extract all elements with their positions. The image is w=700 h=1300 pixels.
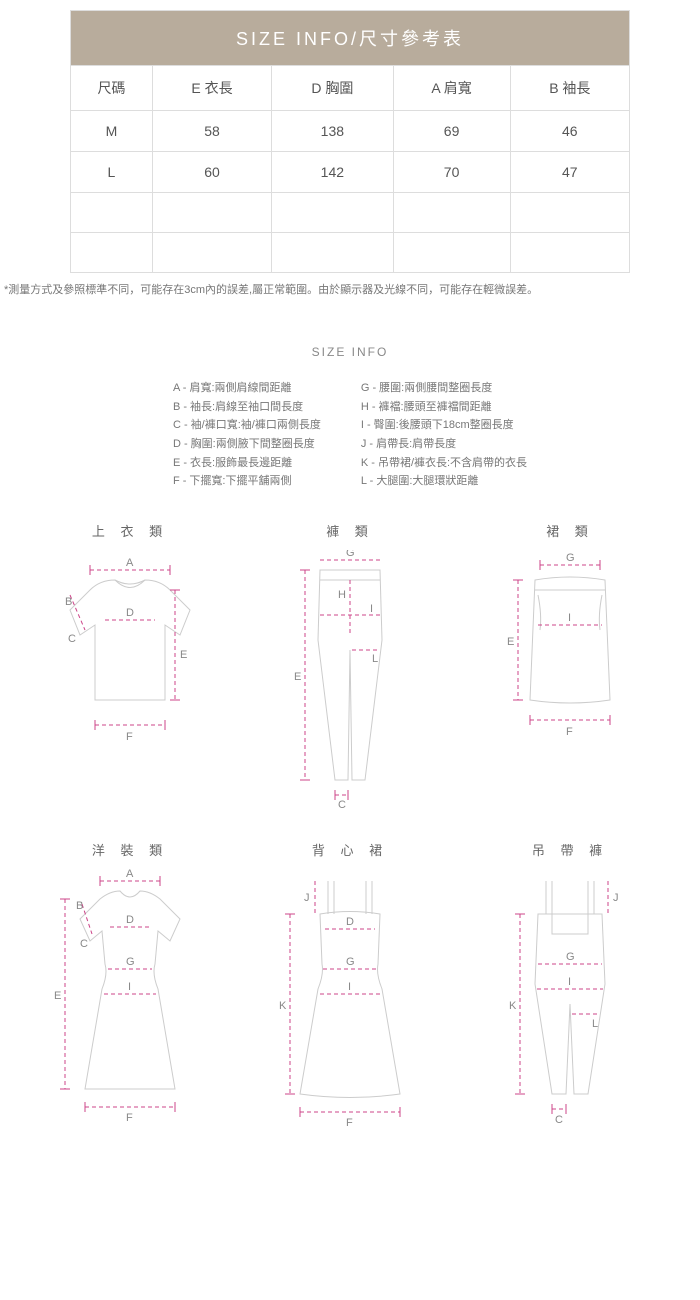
svg-text:I: I: [568, 612, 571, 624]
strapdress-icon: J D G I K F: [260, 869, 440, 1129]
pants-icon: G H I L E C: [260, 550, 440, 810]
diagram-overalls: 吊 帶 褲 J G I L K C: [470, 840, 670, 1129]
svg-text:G: G: [346, 550, 355, 559]
diagram-pants: 褲 類 G H I L E C: [250, 521, 450, 810]
diagram-top: 上 衣 類 A B D C E F: [30, 521, 230, 810]
svg-text:F: F: [566, 726, 573, 738]
col-header: A 肩寬: [393, 66, 510, 111]
svg-text:H: H: [338, 589, 346, 601]
svg-text:A: A: [126, 557, 134, 569]
tshirt-icon: A B D C E F: [40, 550, 220, 750]
size-table: SIZE INFO/尺寸參考表 尺碼 E 衣長 D 胸圍 A 肩寬 B 袖長 M…: [70, 10, 630, 273]
svg-text:L: L: [592, 1018, 598, 1030]
svg-text:K: K: [509, 1000, 517, 1012]
svg-text:D: D: [126, 607, 134, 619]
svg-text:C: C: [338, 799, 346, 810]
diagram-strapdress: 背 心 裙 J D G I K F: [250, 840, 450, 1129]
svg-text:G: G: [346, 956, 355, 968]
svg-text:D: D: [346, 916, 354, 928]
dress-icon: A B C D G I E F: [40, 869, 220, 1129]
svg-text:J: J: [304, 892, 310, 904]
svg-text:I: I: [348, 981, 351, 993]
skirt-icon: G I E F: [480, 550, 660, 750]
svg-text:I: I: [568, 976, 571, 988]
svg-text:D: D: [126, 914, 134, 926]
svg-text:K: K: [279, 1000, 287, 1012]
col-header: E 衣長: [152, 66, 271, 111]
svg-text:F: F: [126, 731, 133, 743]
col-header: 尺碼: [71, 66, 153, 111]
svg-text:E: E: [180, 649, 187, 661]
svg-text:E: E: [54, 990, 61, 1002]
svg-text:F: F: [346, 1117, 353, 1129]
table-row: M 58 138 69 46: [71, 111, 630, 152]
svg-text:I: I: [128, 981, 131, 993]
measurement-note: *測量方式及參照標準不同，可能存在3cm內的誤差,屬正常範圍。由於顯示器及光線不…: [0, 273, 700, 305]
col-header: D 胸圍: [272, 66, 393, 111]
svg-text:B: B: [65, 596, 72, 608]
table-row: L 60 142 70 47: [71, 152, 630, 193]
svg-text:I: I: [370, 603, 373, 615]
svg-text:F: F: [126, 1112, 133, 1124]
size-info-section: SIZE INFO A - 肩寬:兩側肩線間距離 B - 袖長:肩線至袖口間長度…: [0, 345, 700, 1159]
info-title: SIZE INFO: [0, 345, 700, 359]
overalls-icon: J G I L K C: [480, 869, 660, 1129]
svg-text:J: J: [613, 892, 619, 904]
svg-text:C: C: [68, 633, 76, 645]
legend-left: A - 肩寬:兩側肩線間距離 B - 袖長:肩線至袖口間長度 C - 袖/褲口寬…: [173, 379, 321, 491]
svg-text:E: E: [294, 671, 301, 683]
svg-text:G: G: [566, 552, 575, 564]
svg-text:E: E: [507, 636, 514, 648]
svg-text:G: G: [126, 956, 135, 968]
col-header: B 袖長: [510, 66, 629, 111]
table-row-empty: [71, 233, 630, 273]
legend: A - 肩寬:兩側肩線間距離 B - 袖長:肩線至袖口間長度 C - 袖/褲口寬…: [0, 379, 700, 491]
diagrams-grid: 上 衣 類 A B D C E F 褲 類 G H I L E C 裙 類 G …: [0, 521, 700, 1159]
table-header-row: 尺碼 E 衣長 D 胸圍 A 肩寬 B 袖長: [71, 66, 630, 111]
diagram-dress: 洋 裝 類 A B C D G I E F: [30, 840, 230, 1129]
legend-right: G - 腰圍:兩側腰間整圈長度 H - 褲襠:腰頭至褲襠間距離 I - 臀圍:後…: [361, 379, 527, 491]
table-banner: SIZE INFO/尺寸參考表: [71, 11, 630, 66]
svg-text:G: G: [566, 951, 575, 963]
svg-text:L: L: [372, 653, 378, 665]
svg-text:A: A: [126, 869, 134, 880]
svg-text:B: B: [76, 900, 83, 912]
table-row-empty: [71, 193, 630, 233]
svg-text:C: C: [555, 1114, 563, 1126]
diagram-skirt: 裙 類 G I E F: [470, 521, 670, 810]
svg-text:C: C: [80, 938, 88, 950]
